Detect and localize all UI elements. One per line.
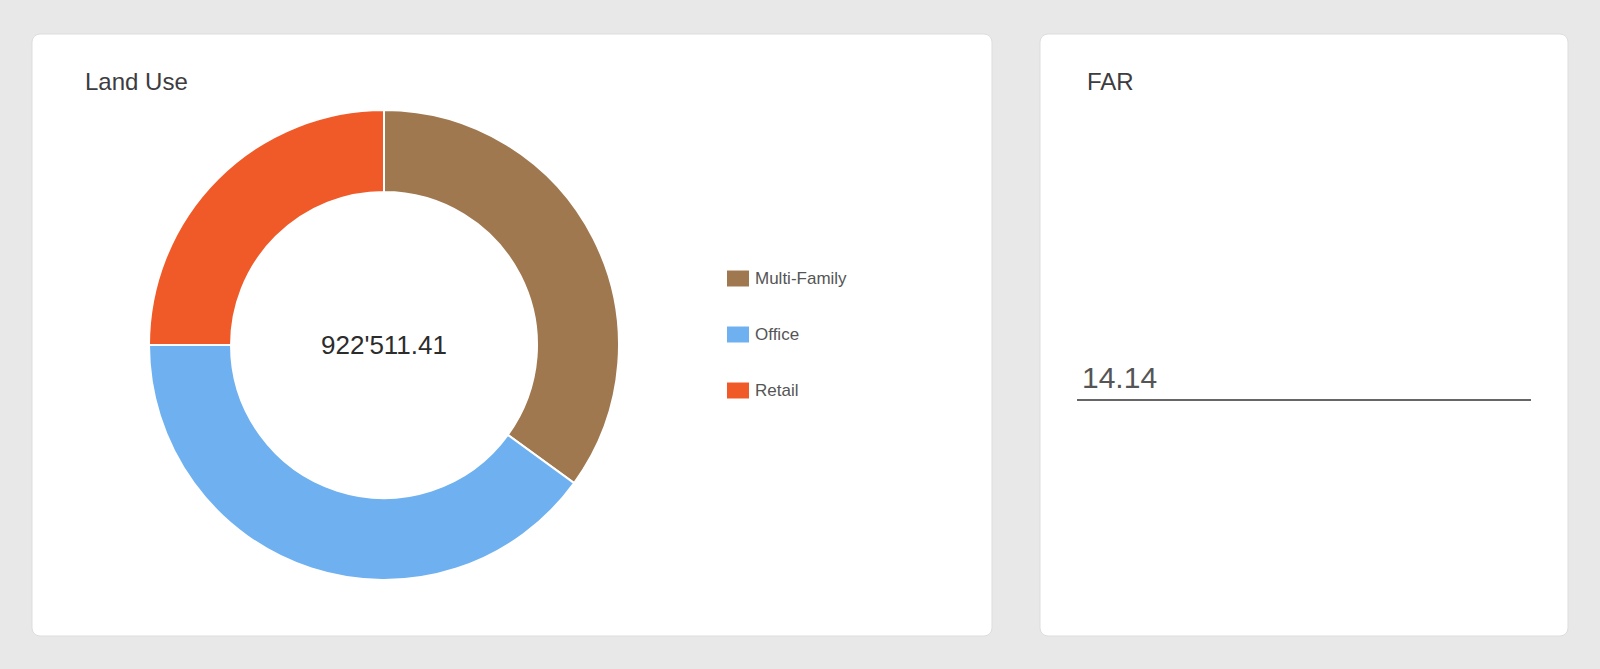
svg-text:922'511.41: 922'511.41	[321, 330, 447, 360]
svg-text:FAR: FAR	[1087, 68, 1134, 95]
svg-text:14.14: 14.14	[1082, 361, 1157, 394]
svg-text:Office: Office	[755, 325, 799, 344]
svg-text:Land Use: Land Use	[85, 68, 188, 95]
svg-text:Multi-Family: Multi-Family	[755, 269, 847, 288]
svg-text:Retail: Retail	[755, 381, 798, 400]
